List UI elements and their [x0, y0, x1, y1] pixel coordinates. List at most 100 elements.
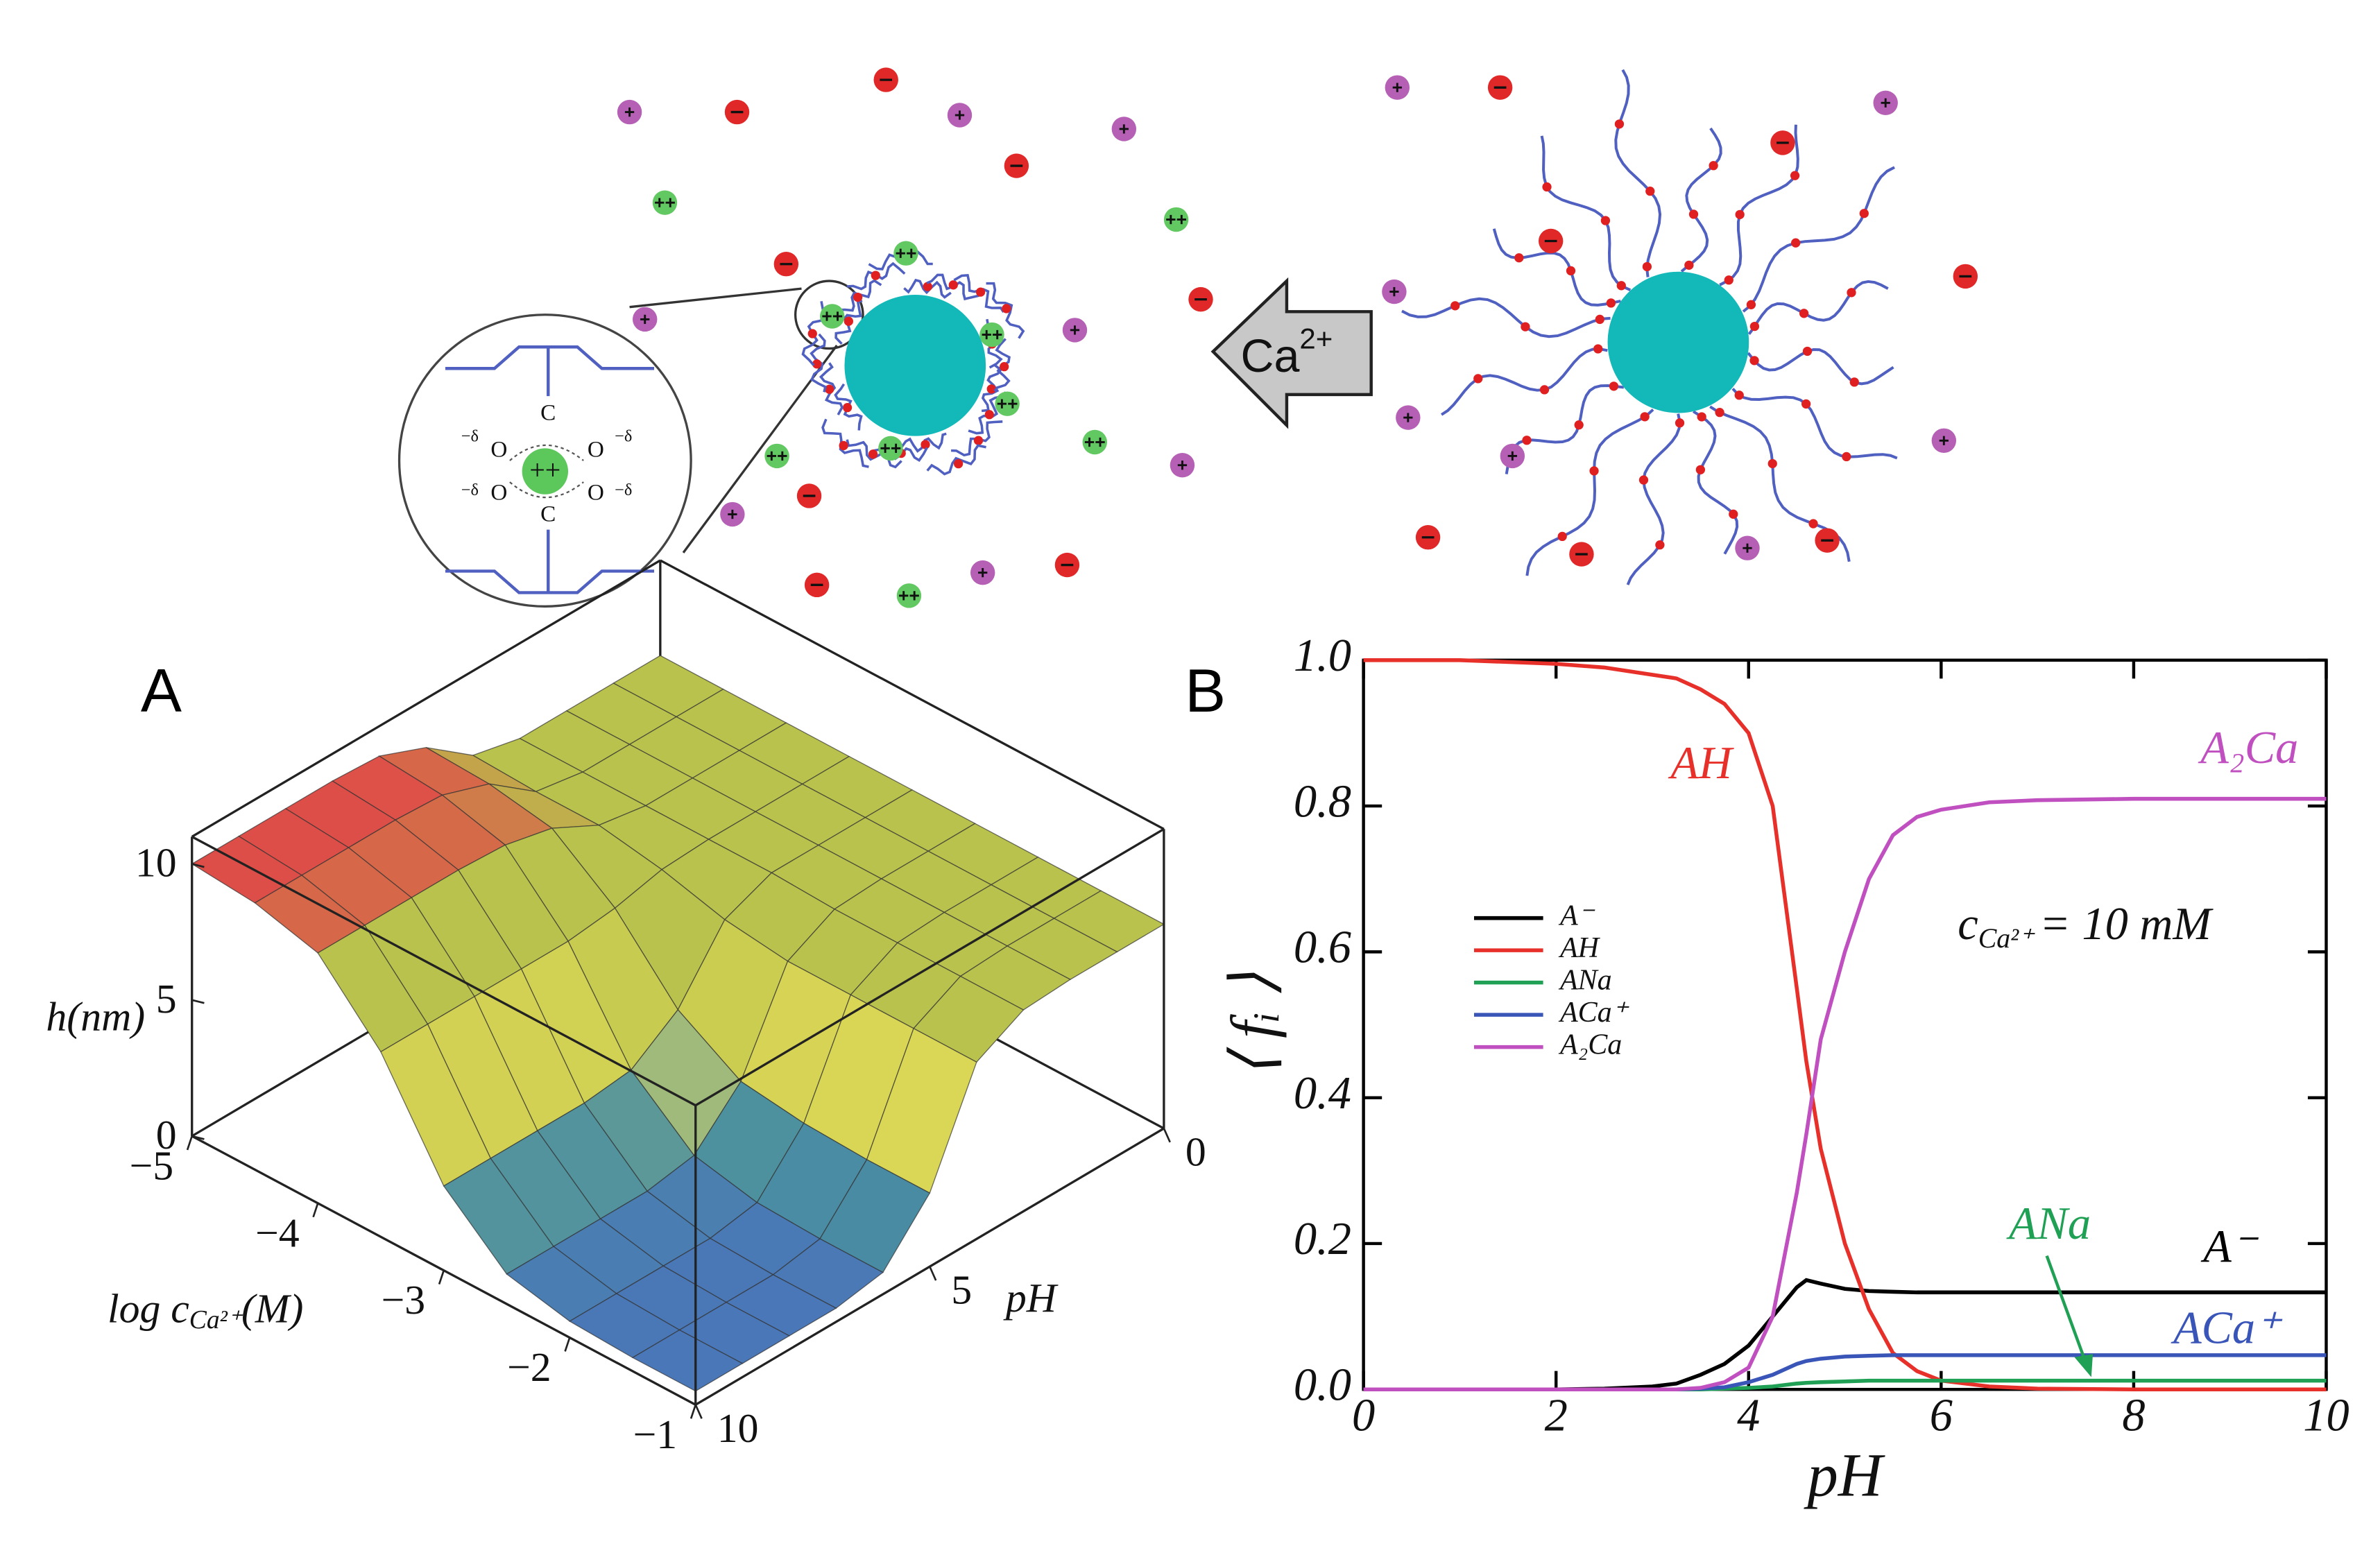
x-tick — [929, 1266, 937, 1281]
atom: C — [540, 501, 556, 526]
y-axis-label-tail: (M) — [241, 1285, 304, 1331]
ion — [995, 391, 1020, 416]
y-tick-label: −1 — [633, 1411, 678, 1457]
box-edge — [694, 827, 1165, 1107]
ion — [652, 190, 678, 215]
ion — [979, 322, 1004, 347]
zoom-line — [629, 287, 802, 309]
charge-site — [1655, 540, 1665, 550]
y-tick — [438, 1270, 445, 1285]
charge-site — [871, 270, 880, 280]
charge-site — [1002, 304, 1011, 314]
polymer-chain — [1719, 124, 1799, 286]
atom: O — [588, 479, 604, 505]
z-tick — [191, 863, 205, 868]
ion-charge: ++ — [529, 454, 560, 486]
legend-label: A⁻ — [1558, 900, 1595, 931]
atom: C — [540, 400, 556, 425]
polymer-chain — [1747, 348, 1894, 386]
polymer-chain — [821, 418, 869, 468]
charge-site — [1574, 420, 1584, 430]
annotation-sub: Ca²⁺ — [1978, 922, 2035, 954]
charge-site — [1715, 408, 1724, 418]
charge-site — [1684, 260, 1694, 270]
y-tick-label: −4 — [255, 1210, 300, 1255]
polymer-chain — [1614, 69, 1662, 277]
charge-site — [1767, 458, 1777, 469]
series-line — [1363, 658, 2327, 1391]
charge-site — [1000, 362, 1009, 372]
arrow-label-text: Ca — [1241, 331, 1300, 382]
y-axis-label-text: log c — [108, 1285, 189, 1331]
charge-site — [1724, 275, 1733, 285]
y-axis-label: ⟨ fᵢ ⟩ — [1219, 972, 1287, 1078]
box-edge — [191, 559, 661, 838]
y-tick-label: 0.4 — [1294, 1068, 1351, 1119]
box-edge — [191, 835, 696, 1107]
annotation-arrowhead — [2074, 1354, 2094, 1377]
charge-site — [1514, 253, 1524, 263]
polymer-chain — [819, 362, 844, 415]
arrow — [1210, 277, 1373, 429]
charge-site — [1799, 309, 1809, 318]
x-tick-label: 0 — [1185, 1128, 1206, 1174]
charge-site — [1735, 209, 1745, 219]
polymer-chain — [834, 299, 863, 345]
annotation: cCa²⁺ = 10 mM — [1958, 899, 2214, 954]
ion — [1163, 207, 1189, 232]
series-line — [1363, 1353, 2327, 1391]
x-tick-label: 10 — [717, 1405, 759, 1451]
charge-site — [1790, 171, 1800, 180]
ion — [896, 583, 922, 608]
charge-site — [1566, 266, 1576, 276]
panel-a: A 0 5 10 −5 −4 −3 −2 −1 0 5 10 h(nm) pH log cCa²⁺(M) — [46, 559, 1206, 1457]
charge-site — [1557, 531, 1567, 542]
x-tick — [1163, 1128, 1171, 1143]
x-tick-label: 10 — [2303, 1391, 2349, 1441]
atom: O — [588, 436, 604, 462]
charge-site — [1522, 436, 1532, 445]
box-edge — [660, 559, 1165, 830]
charge-site — [1709, 161, 1718, 171]
charge-site — [1791, 238, 1801, 248]
ion — [893, 241, 918, 266]
polymer-chain — [926, 444, 986, 476]
charge-site — [1808, 519, 1818, 529]
charge-site — [1595, 314, 1604, 325]
annotation-tail: = 10 mM — [2039, 899, 2214, 950]
atom: O — [490, 479, 507, 505]
zoom-ion — [522, 448, 569, 495]
charge-site — [1616, 281, 1626, 291]
charge-site — [1746, 300, 1756, 309]
charge-site — [1539, 385, 1550, 395]
diagram — [617, 67, 1978, 608]
series-line — [1363, 796, 2327, 1391]
polymer-chain — [1742, 166, 1895, 313]
annotation-arrow — [2045, 1255, 2090, 1371]
z-tick-label: 10 — [135, 840, 177, 886]
charge-site — [923, 282, 932, 291]
polymer-chain — [1525, 409, 1654, 576]
charge-site — [1642, 261, 1652, 272]
charge-site — [986, 384, 996, 394]
y-tick-label: −2 — [507, 1344, 551, 1390]
charge-site — [1542, 182, 1552, 192]
arrow-label: Ca2+ — [1241, 323, 1333, 382]
polymer-chain — [1492, 228, 1621, 307]
x-tick-label: 5 — [951, 1267, 972, 1313]
zoom-target — [794, 280, 864, 350]
charge-site — [1842, 452, 1851, 462]
polymer-chain — [1747, 280, 1889, 335]
legend-label: AH — [1558, 932, 1601, 964]
y-tick — [312, 1203, 319, 1218]
panel-label: B — [1185, 656, 1226, 725]
polymer-chain — [1626, 413, 1681, 585]
polymer-chain — [1505, 384, 1625, 474]
charge-site — [1640, 412, 1650, 422]
charge-site — [1589, 466, 1599, 476]
legend-label: ACa⁺ — [1558, 997, 1629, 1029]
charge-site — [1801, 399, 1811, 409]
z-tick — [191, 999, 205, 1004]
zoom-labels: C C O O O O −δ −δ −δ −δ ++ — [461, 400, 633, 526]
